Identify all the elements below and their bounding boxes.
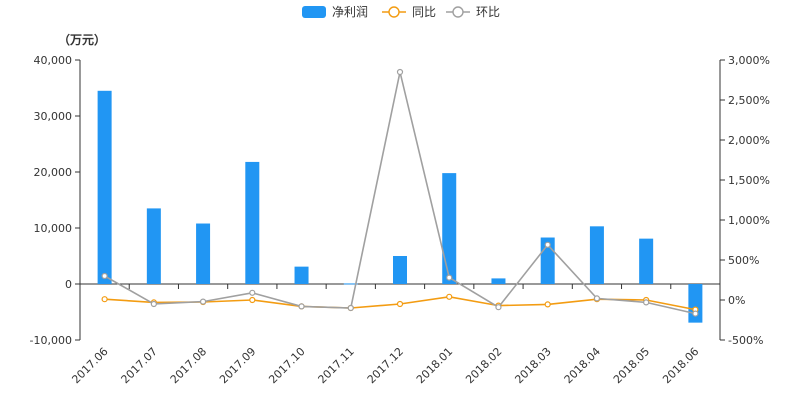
line-series xyxy=(101,68,699,317)
bar[interactable] xyxy=(393,256,407,284)
line-point[interactable] xyxy=(544,241,551,248)
line-point[interactable] xyxy=(101,296,108,303)
bar[interactable] xyxy=(343,283,358,285)
y-right-tick-label: 1,000% xyxy=(728,214,770,227)
line-point[interactable] xyxy=(643,299,650,306)
y-axis-unit-label: （万元） xyxy=(58,32,106,47)
circle-marker-icon xyxy=(452,6,464,18)
y-left-tick-label: 20,000 xyxy=(34,166,73,179)
line-point[interactable] xyxy=(544,301,551,308)
x-tick-label: 2018.06 xyxy=(660,345,701,386)
y-left-tick-label: 10,000 xyxy=(34,222,73,235)
x-tick-label: 2018.03 xyxy=(512,345,553,386)
bar[interactable] xyxy=(442,173,457,284)
y-right-tick-label: 2,000% xyxy=(728,134,770,147)
y-left-tick-label: 40,000 xyxy=(34,54,73,67)
x-tick-label: 2018.01 xyxy=(414,345,455,386)
y-left-tick-label: 30,000 xyxy=(34,110,73,123)
legend[interactable]: 净利润 同比 环比 xyxy=(302,5,500,19)
line-point[interactable] xyxy=(249,289,256,296)
legend-label: 同比 xyxy=(412,5,436,19)
x-tick-label: 2017.09 xyxy=(217,345,258,386)
line-point[interactable] xyxy=(150,300,157,308)
legend-item[interactable]: 同比 xyxy=(382,5,436,19)
line-point[interactable] xyxy=(249,296,256,304)
bar[interactable] xyxy=(146,208,161,284)
y-left-tick-label: 0 xyxy=(65,278,72,291)
y-right-tick-label: 0% xyxy=(728,294,745,307)
x-tick-label: 2017.11 xyxy=(316,345,357,386)
bar-series xyxy=(97,90,703,323)
line-point[interactable] xyxy=(101,272,108,280)
line-point[interactable] xyxy=(692,310,699,317)
line-point[interactable] xyxy=(446,293,453,300)
line-point[interactable] xyxy=(199,298,207,305)
axes: -10,000 0 10,000 20,000 30,000 40,000 -500% 0% 5… xyxy=(30,54,770,386)
bar[interactable] xyxy=(639,238,654,284)
bar[interactable] xyxy=(688,284,703,323)
line-point[interactable] xyxy=(347,304,354,312)
y-right-tick-label: -500% xyxy=(728,334,763,347)
x-tick-label: 2017.06 xyxy=(69,345,110,386)
legend-item[interactable]: 净利润 xyxy=(302,5,368,19)
bar[interactable] xyxy=(294,266,309,284)
legend-item[interactable]: 环比 xyxy=(446,5,500,19)
y-right-tick-label: 500% xyxy=(728,254,759,267)
bar[interactable] xyxy=(196,223,211,284)
y-right-tick-label: 3,000% xyxy=(728,54,770,67)
circle-marker-icon xyxy=(388,6,400,18)
legend-label: 净利润 xyxy=(332,5,368,19)
bar[interactable] xyxy=(491,278,506,284)
bar-swatch-icon xyxy=(302,6,326,18)
bar[interactable] xyxy=(589,226,604,284)
line-point[interactable] xyxy=(298,303,305,310)
bar[interactable] xyxy=(245,161,260,284)
x-tick-label: 2017.10 xyxy=(266,345,307,386)
x-tick-label: 2018.04 xyxy=(562,345,603,386)
line-point[interactable] xyxy=(396,300,404,308)
line-point[interactable] xyxy=(396,68,404,76)
x-tick-label: 2018.02 xyxy=(463,345,504,386)
line-point[interactable] xyxy=(593,295,601,302)
bar[interactable] xyxy=(97,90,112,284)
x-tick-label: 2017.07 xyxy=(119,345,160,386)
x-tick-label: 2017.12 xyxy=(365,345,406,386)
line-point[interactable] xyxy=(495,304,502,311)
x-tick-label: 2017.08 xyxy=(168,345,209,386)
y-right-tick-label: 1,500% xyxy=(728,174,770,187)
line-point[interactable] xyxy=(446,274,453,281)
x-tick-label: 2018.05 xyxy=(611,345,652,386)
y-right-tick-label: 2,500% xyxy=(728,94,770,107)
legend-label: 环比 xyxy=(476,5,500,19)
y-left-tick-label: -10,000 xyxy=(30,334,72,347)
